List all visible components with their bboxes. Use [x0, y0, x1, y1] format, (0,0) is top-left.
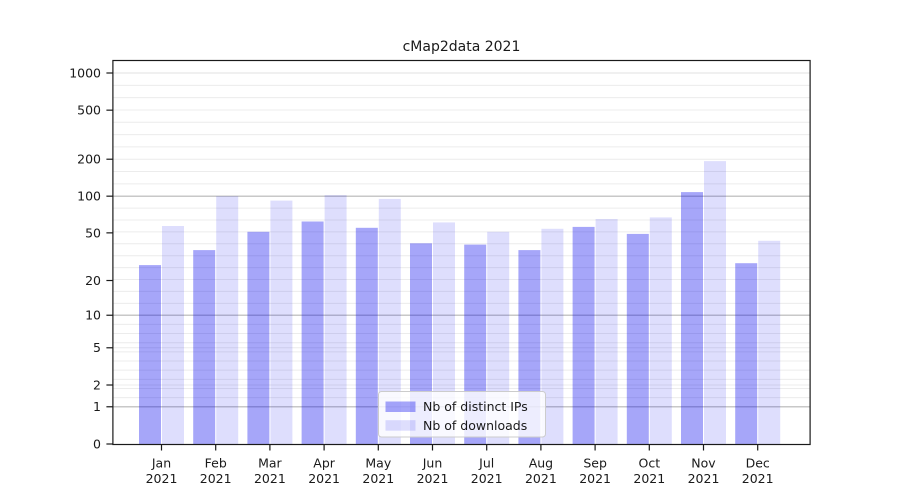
x-tick-label-oct: Oct 2021 — [633, 456, 665, 487]
y-tick-label-20: 20 — [85, 273, 101, 288]
x-tick-label-dec: Dec 2021 — [742, 456, 774, 487]
x-tick-month: May — [365, 456, 391, 471]
x-tick-month: Jul — [478, 456, 494, 471]
x-tick-label-jul: Jul 2021 — [471, 456, 503, 487]
y-tick-label-500: 500 — [77, 103, 101, 118]
bar-nov-nb-of-downloads — [704, 161, 726, 444]
gridlines — [112, 72, 811, 408]
x-tick-label-sep: Sep 2021 — [579, 456, 611, 487]
x-tick-month: Feb — [205, 456, 227, 471]
bar-jun-nb-of-downloads — [433, 222, 455, 444]
x-tick-month: Jun — [422, 456, 443, 471]
chart-title: cMap2data 2021 — [403, 39, 521, 55]
bar-jan-nb-of-downloads — [162, 226, 184, 444]
x-tick-year: 2021 — [471, 471, 503, 486]
legend-swatch-nb-of-distinct-ips — [385, 401, 416, 412]
bar-nov-nb-of-distinct-ips — [681, 192, 703, 444]
bars — [139, 161, 781, 444]
bar-jan-nb-of-distinct-ips — [139, 265, 161, 444]
x-tick-year: 2021 — [362, 471, 394, 486]
x-tick-month: Sep — [583, 456, 607, 471]
bar-apr-nb-of-downloads — [324, 195, 347, 444]
x-tick-year: 2021 — [146, 471, 178, 486]
x-tick-month: Dec — [746, 456, 770, 471]
y-tick-label-50: 50 — [85, 225, 101, 240]
y-tick-label-100: 100 — [77, 189, 101, 204]
x-tick-label-feb: Feb 2021 — [200, 456, 232, 487]
x-tick-month: Nov — [691, 456, 716, 471]
x-tick-year: 2021 — [200, 471, 232, 486]
x-tick-label-may: May 2021 — [362, 456, 394, 487]
bar-sep-nb-of-distinct-ips — [572, 226, 595, 444]
x-tick-label-aug: Aug 2021 — [525, 456, 557, 487]
x-tick-label-mar: Mar 2021 — [254, 456, 286, 487]
x-tick-year: 2021 — [633, 471, 665, 486]
x-tick-year: 2021 — [417, 471, 449, 486]
x-tick-year: 2021 — [688, 471, 720, 486]
y-axis: 0 1 2 5 10 20 50 100 200 500 1000 — [69, 65, 113, 451]
y-tick-label-5: 5 — [93, 340, 101, 355]
x-tick-year: 2021 — [254, 471, 286, 486]
bar-mar-nb-of-distinct-ips — [247, 231, 270, 444]
x-tick-year: 2021 — [525, 471, 557, 486]
x-tick-label-apr: Apr 2021 — [308, 456, 340, 487]
y-tick-label-2: 2 — [93, 377, 101, 392]
bar-dec-nb-of-downloads — [758, 240, 781, 444]
legend-label-nb-of-downloads: Nb of downloads — [423, 418, 527, 433]
y-tick-label-1000: 1000 — [69, 65, 101, 80]
bar-may-nb-of-distinct-ips — [355, 227, 378, 444]
bar-mar-nb-of-downloads — [270, 200, 293, 444]
legend-label-nb-of-distinct-ips: Nb of distinct IPs — [423, 399, 528, 414]
bar-dec-nb-of-distinct-ips — [735, 263, 758, 444]
bar-jul-nb-of-downloads — [487, 231, 510, 444]
x-tick-year: 2021 — [742, 471, 774, 486]
x-tick-month: Apr — [313, 456, 335, 471]
y-tick-label-10: 10 — [85, 308, 101, 323]
x-tick-label-nov: Nov 2021 — [688, 456, 720, 487]
bar-feb-nb-of-distinct-ips — [193, 250, 216, 444]
y-tick-label-200: 200 — [77, 152, 101, 167]
bar-sep-nb-of-downloads — [595, 219, 618, 444]
bar-apr-nb-of-distinct-ips — [301, 221, 324, 444]
x-tick-month: Mar — [258, 456, 282, 471]
x-tick-label-jun: Jun 2021 — [417, 456, 449, 487]
x-tick-year: 2021 — [579, 471, 611, 486]
y-tick-label-1: 1 — [93, 399, 101, 414]
plot-area-border — [112, 59, 811, 446]
x-tick-month: Jan — [151, 456, 171, 471]
bar-may-nb-of-downloads — [378, 198, 401, 444]
bar-oct-nb-of-distinct-ips — [626, 233, 649, 444]
x-tick-month: Oct — [638, 456, 660, 471]
x-tick-month: Aug — [529, 456, 553, 471]
bar-aug-nb-of-downloads — [541, 228, 564, 444]
legend-box — [378, 391, 546, 438]
legend-swatch-nb-of-downloads — [385, 420, 416, 431]
bar-oct-nb-of-downloads — [649, 217, 672, 444]
x-tick-label-jan: Jan 2021 — [146, 456, 178, 487]
bar-feb-nb-of-downloads — [216, 196, 239, 444]
x-tick-year: 2021 — [308, 471, 340, 486]
y-tick-label-0: 0 — [93, 436, 101, 451]
legend: Nb of distinct IPs Nb of downloads — [378, 391, 546, 438]
